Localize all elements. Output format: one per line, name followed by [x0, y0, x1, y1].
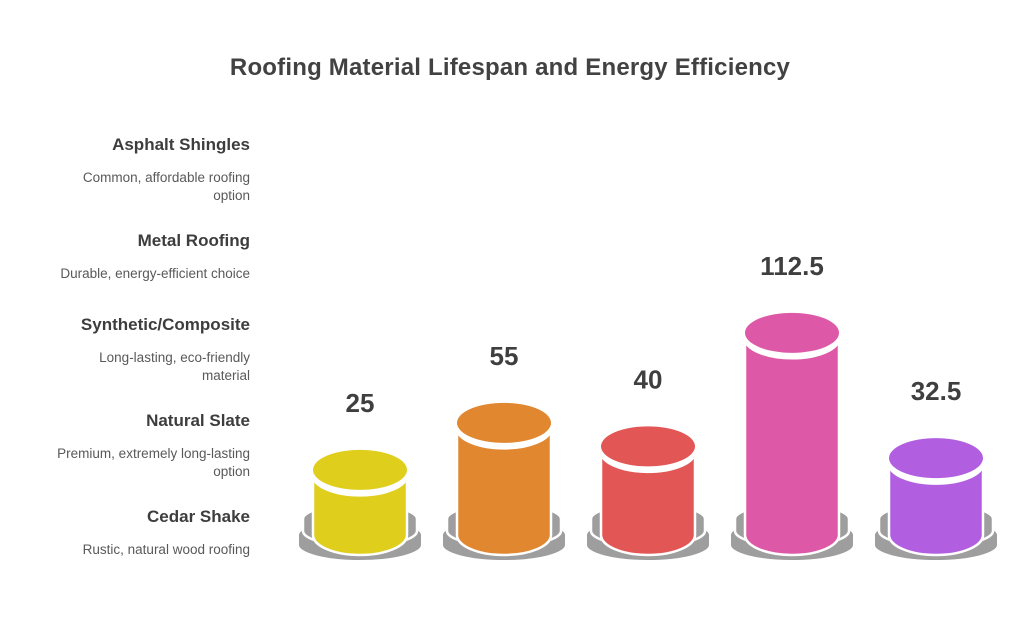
cylinder-top [889, 438, 983, 479]
category-description: Premium, extremely long-lasting option [57, 446, 250, 479]
bar-cedar-shake: 32.5 [873, 376, 999, 562]
category-label-cedar-shake: Cedar Shake Rustic, natural wood roofing [51, 506, 250, 559]
category-label-metal-roofing: Metal Roofing Durable, energy-efficient … [51, 230, 250, 283]
cylinder-body [311, 475, 409, 557]
bar-asphalt-shingles: 25 [297, 388, 423, 562]
cylinder-top [745, 312, 839, 353]
bar-value-label: 55 [490, 341, 519, 371]
bar-metal-roofing: 55 [441, 341, 567, 562]
category-name: Metal Roofing [137, 231, 250, 250]
category-name: Cedar Shake [147, 507, 250, 526]
cylinder-body [599, 451, 697, 557]
category-description: Rustic, natural wood roofing [82, 542, 250, 557]
bar-natural-slate: 112.5 [729, 251, 855, 562]
category-name: Synthetic/Composite [80, 315, 250, 334]
cylinder-body [455, 428, 553, 557]
category-description: Common, affordable roofing option [82, 170, 250, 203]
category-name: Asphalt Shingles [112, 135, 250, 154]
category-label-synthetic-composite: Synthetic/Composite Long-lasting, eco-fr… [51, 314, 250, 385]
cylinder-body [743, 338, 841, 557]
category-label-asphalt-shingles: Asphalt Shingles Common, affordable roof… [51, 134, 250, 205]
bar-value-label: 40 [634, 364, 663, 394]
cylinder-top [457, 402, 551, 443]
chart-title: Roofing Material Lifespan and Energy Eff… [229, 54, 791, 81]
cylinder-top [313, 449, 407, 490]
category-description: Durable, energy-efficient choice [60, 266, 250, 281]
bar-value-label: 32.5 [911, 376, 962, 406]
bar-value-label: 112.5 [760, 251, 824, 281]
bar-synthetic-composite: 40 [585, 364, 711, 562]
category-name: Natural Slate [146, 411, 250, 430]
cylinder-body [887, 463, 985, 557]
bar-value-label: 25 [346, 388, 375, 418]
category-description: Long-lasting, eco-friendly material [99, 350, 250, 383]
category-label-natural-slate: Natural Slate Premium, extremely long-la… [51, 410, 250, 481]
cylinder-top [601, 426, 695, 467]
